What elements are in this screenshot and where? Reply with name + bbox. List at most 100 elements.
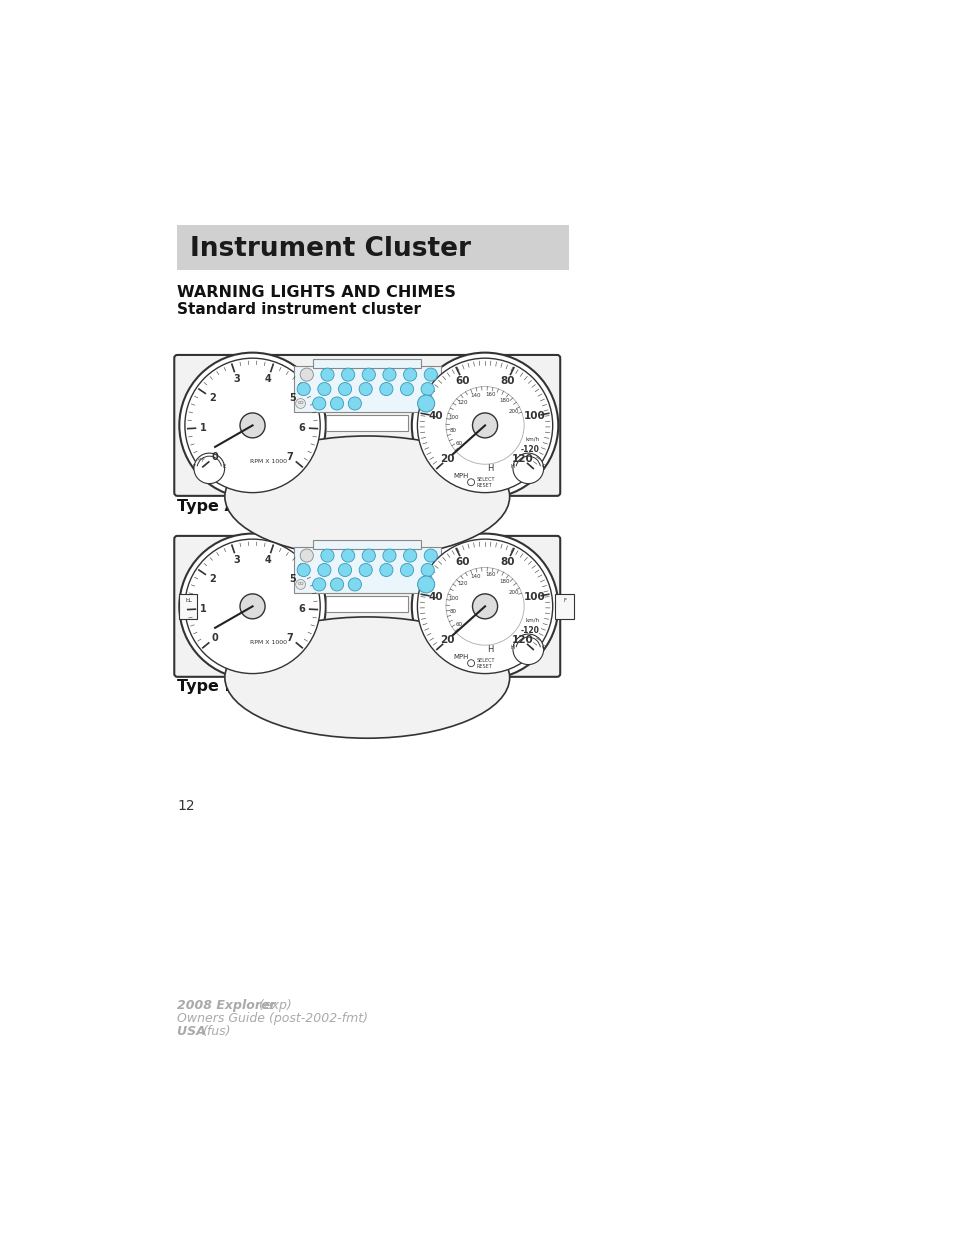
Circle shape [362,368,375,382]
Text: 200: 200 [508,410,518,415]
Text: WARNING LIGHTS AND CHIMES: WARNING LIGHTS AND CHIMES [177,285,456,300]
Circle shape [300,368,313,382]
FancyBboxPatch shape [178,594,197,619]
Circle shape [179,534,325,679]
FancyBboxPatch shape [326,415,408,431]
FancyBboxPatch shape [174,536,559,677]
Text: Type B: Type B [177,679,237,694]
Circle shape [240,412,265,438]
Circle shape [420,383,434,395]
FancyBboxPatch shape [313,540,421,550]
Text: 120: 120 [456,582,467,587]
Circle shape [358,563,372,577]
Text: OO: OO [297,401,304,405]
Circle shape [412,353,558,498]
Text: MPH: MPH [453,655,468,659]
Circle shape [379,383,393,395]
Text: km/h: km/h [525,618,539,622]
FancyBboxPatch shape [555,594,574,619]
Circle shape [295,579,305,589]
Text: RPM X 1000: RPM X 1000 [250,459,286,464]
Text: E: E [223,464,226,469]
Text: H: H [511,464,515,469]
Circle shape [338,383,352,395]
Circle shape [185,358,320,493]
Circle shape [382,550,395,562]
Text: 2: 2 [209,393,215,403]
Text: 5: 5 [289,574,296,584]
Text: Standard instrument cluster: Standard instrument cluster [177,303,421,317]
Text: SELECT
RESET: SELECT RESET [476,657,495,669]
Text: H: H [186,598,190,603]
Text: 60: 60 [455,375,470,385]
Text: 7: 7 [286,632,293,642]
Text: MPH: MPH [453,473,468,479]
Text: 160: 160 [485,573,496,578]
Text: 80: 80 [450,429,456,433]
Circle shape [417,395,435,412]
Text: Owners Guide (post-2002-fmt): Owners Guide (post-2002-fmt) [177,1013,368,1025]
FancyBboxPatch shape [174,354,559,496]
Text: 80: 80 [499,557,514,567]
Text: 200: 200 [508,590,518,595]
Circle shape [240,594,265,619]
Circle shape [382,368,395,382]
Text: Type A: Type A [177,499,237,514]
Circle shape [295,399,305,409]
Circle shape [313,396,325,410]
Text: 4: 4 [264,556,272,566]
FancyBboxPatch shape [177,225,568,270]
Circle shape [338,563,352,577]
Text: 100: 100 [448,595,458,600]
Circle shape [348,578,361,592]
Text: 60: 60 [455,441,462,446]
Circle shape [400,563,414,577]
Text: 40: 40 [428,592,442,601]
Text: F: F [193,464,195,469]
Text: (fus): (fus) [202,1025,231,1039]
Text: 5: 5 [289,393,296,403]
Text: 80: 80 [450,609,456,614]
Text: 120: 120 [511,635,533,645]
Circle shape [341,550,355,562]
Circle shape [179,353,325,498]
Circle shape [412,534,558,679]
Text: USA: USA [177,1025,211,1039]
Text: 3: 3 [233,556,240,566]
Circle shape [300,550,313,562]
Circle shape [472,412,497,438]
Text: 120: 120 [456,400,467,405]
Text: 20: 20 [440,635,455,645]
Circle shape [193,453,224,484]
Circle shape [320,550,334,562]
Circle shape [417,540,552,673]
Circle shape [424,368,436,382]
Text: RPM X 1000: RPM X 1000 [250,640,286,645]
Circle shape [424,550,436,562]
Circle shape [403,368,416,382]
Text: 180: 180 [499,579,510,584]
Text: 40: 40 [428,411,442,421]
FancyBboxPatch shape [294,367,440,411]
Circle shape [420,563,434,577]
Circle shape [185,540,320,673]
Circle shape [296,383,310,395]
Text: 60: 60 [455,557,470,567]
Circle shape [296,563,310,577]
Text: 160: 160 [485,391,496,396]
FancyBboxPatch shape [313,359,421,368]
Text: -120: -120 [520,626,539,635]
Text: SELECT
RESET: SELECT RESET [476,477,495,488]
Text: 4: 4 [264,374,272,384]
Circle shape [313,578,325,592]
Text: C: C [541,646,545,651]
Text: 180: 180 [499,398,510,403]
Text: 80: 80 [499,375,514,385]
Text: 7: 7 [286,452,293,462]
Circle shape [317,383,331,395]
Text: 6: 6 [297,604,304,614]
Text: 100: 100 [448,415,458,420]
Text: Instrument Cluster: Instrument Cluster [190,236,470,262]
Text: km/h: km/h [525,437,539,442]
Circle shape [341,368,355,382]
